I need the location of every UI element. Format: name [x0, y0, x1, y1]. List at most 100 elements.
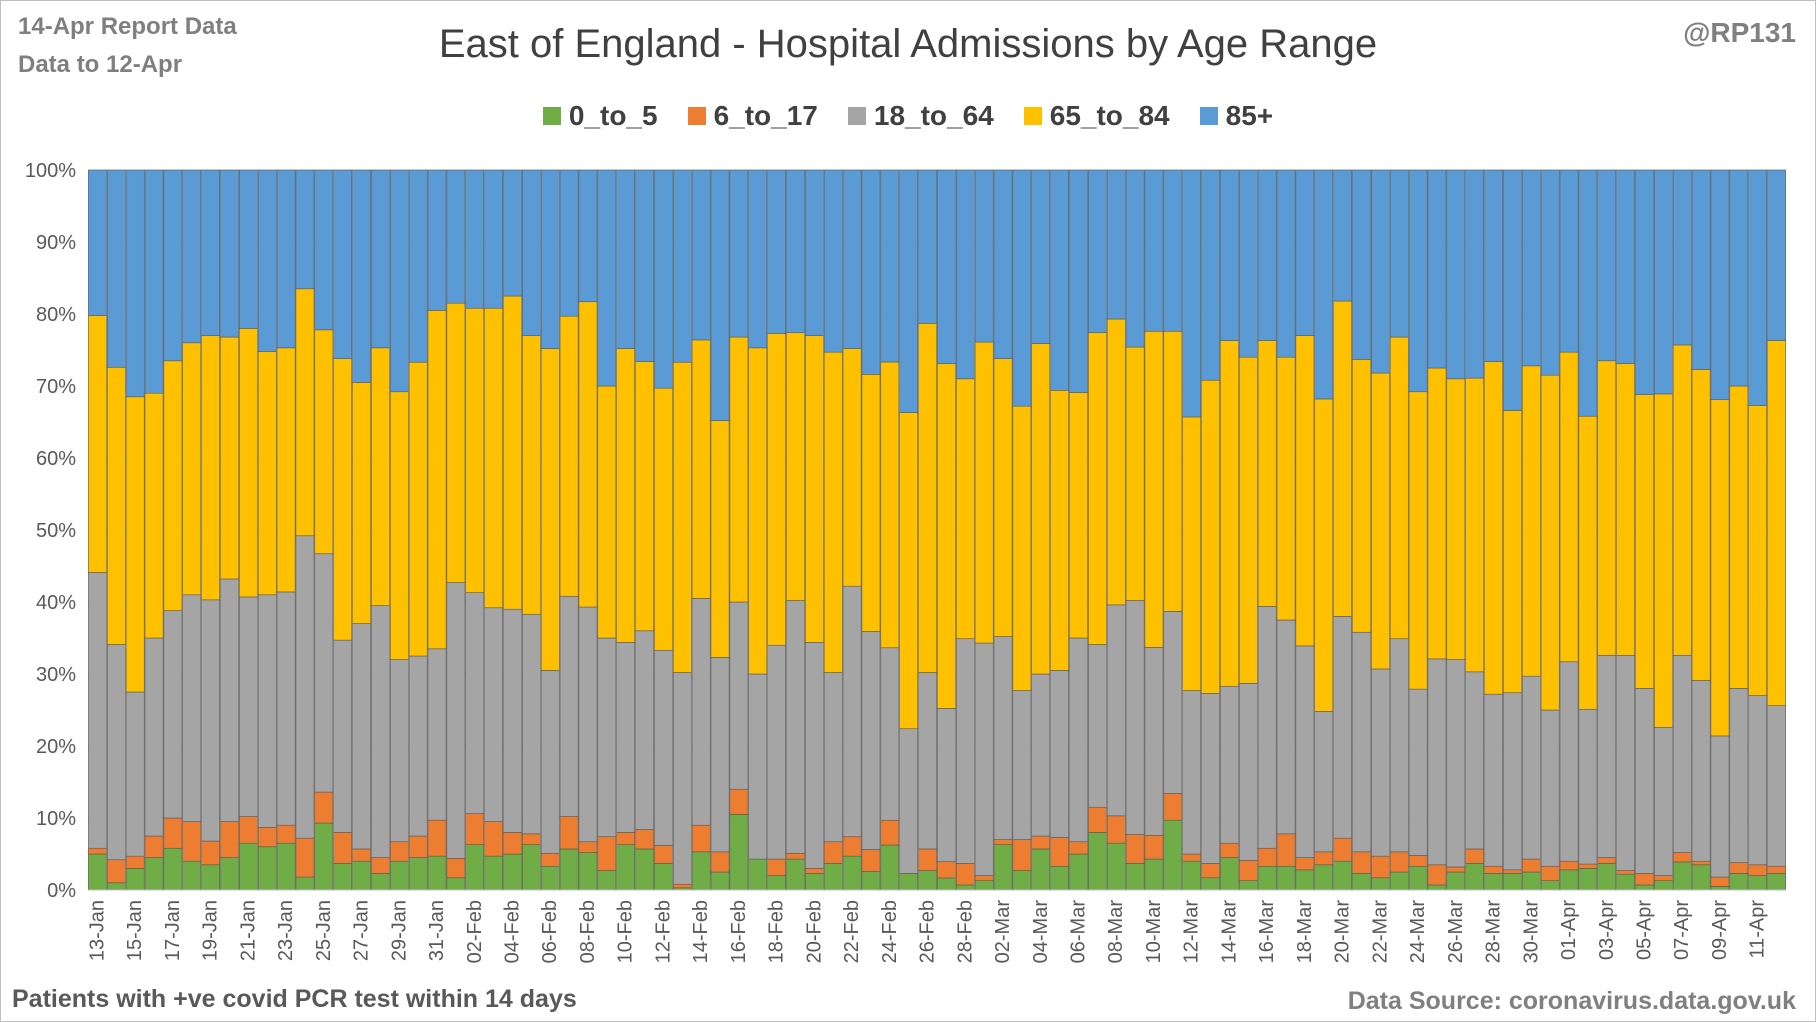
bar-segment-85+	[729, 169, 749, 338]
x-tick-label: 28-Feb	[954, 900, 976, 963]
x-tick-label: 19-Jan	[200, 900, 222, 961]
bar-segment-6_to_17	[201, 840, 220, 866]
bar-segment-65_to_84	[1069, 392, 1088, 639]
data-to-label: Data to 12-Apr	[18, 51, 183, 78]
bar-segment-85+	[1710, 169, 1730, 400]
bar-segment-18_to_64	[88, 572, 107, 849]
bar-segment-0_to_5	[1597, 863, 1617, 891]
x-tick-label: 10-Mar	[1143, 900, 1165, 964]
x-tick-label: 16-Feb	[728, 900, 750, 963]
bar-segment-0_to_5	[899, 873, 919, 891]
bar-segment-85+	[654, 169, 673, 389]
bar-segment-85+	[1069, 169, 1088, 393]
bar-segment-85+	[616, 169, 636, 349]
bar-segment-85+	[1314, 169, 1334, 400]
bar-segment-85+	[257, 169, 277, 352]
bar-segment-85+	[842, 169, 862, 349]
bar-segment-85+	[672, 169, 692, 363]
x-tick-label: 29-Jan	[388, 900, 410, 961]
y-tick-label: 0%	[47, 880, 76, 902]
bar-segment-0_to_5	[842, 855, 862, 891]
bar-segment-65_to_84	[786, 332, 805, 601]
bar-segment-85+	[1654, 169, 1673, 395]
bar-segment-85+	[1050, 169, 1069, 391]
bar-segment-0_to_5	[1484, 873, 1503, 891]
bar-segment-85+	[540, 169, 560, 349]
legend-swatch	[542, 107, 561, 125]
bar-segment-6_to_17	[276, 824, 296, 844]
bar-segment-0_to_5	[861, 871, 881, 891]
bar-segment-0_to_5	[1389, 871, 1409, 891]
bar-segment-18_to_64	[805, 642, 824, 869]
bar-segment-0_to_5	[1371, 877, 1390, 891]
bar-segment-65_to_84	[1333, 300, 1352, 617]
bar-segment-6_to_17	[1540, 865, 1560, 881]
bar-segment-6_to_17	[710, 851, 730, 873]
bar-segment-18_to_64	[974, 642, 994, 876]
bar-segment-65_to_84	[1691, 369, 1711, 681]
bar-segment-65_to_84	[144, 392, 164, 639]
bar-segment-6_to_17	[823, 841, 843, 864]
bar-segment-0_to_5	[937, 877, 956, 891]
bar-segment-6_to_17	[408, 835, 428, 858]
bar-segment-85+	[1748, 169, 1768, 406]
footer-note: Patients with +ve covid PCR test within …	[12, 985, 577, 1013]
bar-segment-65_to_84	[88, 315, 107, 573]
bar-segment-65_to_84	[1125, 346, 1145, 601]
bar-segment-85+	[635, 169, 654, 362]
bar-segment-85+	[1691, 169, 1711, 370]
bar-segment-6_to_17	[1408, 855, 1428, 867]
bar-segment-0_to_5	[1503, 873, 1522, 891]
bar-segment-0_to_5	[1521, 871, 1541, 891]
legend-item-65_to_84: 65_to_84	[1023, 100, 1170, 132]
bar-segment-6_to_17	[1597, 857, 1617, 864]
bar-segment-6_to_17	[1748, 864, 1768, 876]
bar-segment-18_to_64	[220, 578, 239, 822]
bar-segment-65_to_84	[503, 295, 522, 610]
legend-label: 65_to_84	[1049, 100, 1170, 131]
bar-segment-18_to_64	[1691, 680, 1711, 862]
bar-segment-0_to_5	[88, 853, 107, 891]
legend-swatch	[1199, 107, 1218, 125]
bar-segment-18_to_64	[276, 591, 296, 826]
bar-segment-18_to_64	[1465, 671, 1485, 850]
bar-segment-0_to_5	[220, 857, 239, 891]
x-tick-label: 15-Jan	[124, 900, 146, 961]
bar-segment-0_to_5	[1182, 860, 1202, 891]
bar-segment-85+	[333, 169, 353, 359]
bar-segment-0_to_5	[1654, 880, 1673, 891]
bar-segment-85+	[1163, 169, 1183, 332]
x-tick-label: 06-Feb	[539, 900, 561, 963]
bar-segment-18_to_64	[1521, 675, 1541, 860]
bar-segment-85+	[918, 169, 937, 324]
legend-swatch	[847, 107, 866, 125]
bar-segment-6_to_17	[1389, 851, 1409, 873]
bar-segment-85+	[522, 169, 541, 336]
bar-segment-85+	[578, 169, 598, 303]
legend-label: 0_to_5	[568, 100, 658, 131]
bar-segment-65_to_84	[1314, 398, 1334, 712]
bar-segment-6_to_17	[220, 821, 239, 858]
bar-segment-6_to_17	[974, 875, 994, 881]
bar-segment-85+	[1729, 169, 1749, 387]
bar-segment-65_to_84	[578, 301, 598, 608]
bar-segment-18_to_64	[899, 728, 919, 874]
bar-segment-18_to_64	[371, 605, 390, 858]
bar-segment-0_to_5	[484, 855, 503, 891]
bar-segment-18_to_64	[427, 648, 447, 821]
bar-segment-85+	[465, 169, 485, 309]
bar-segment-85+	[1540, 169, 1560, 376]
bar-segment-0_to_5	[446, 877, 466, 891]
bar-segment-0_to_5	[1201, 877, 1220, 891]
bar-segment-18_to_64	[125, 691, 145, 857]
bar-segment-6_to_17	[1314, 851, 1334, 866]
bar-segment-0_to_5	[1333, 860, 1352, 891]
bar-segment-18_to_64	[333, 639, 353, 833]
bar-segment-65_to_84	[1257, 340, 1277, 607]
bar-segment-85+	[1767, 169, 1786, 341]
bar-segment-18_to_64	[1031, 673, 1051, 837]
bar-segment-18_to_64	[1314, 711, 1334, 853]
bar-segment-6_to_17	[182, 821, 202, 862]
bar-segment-6_to_17	[616, 832, 636, 845]
bar-segment-85+	[1521, 169, 1541, 367]
